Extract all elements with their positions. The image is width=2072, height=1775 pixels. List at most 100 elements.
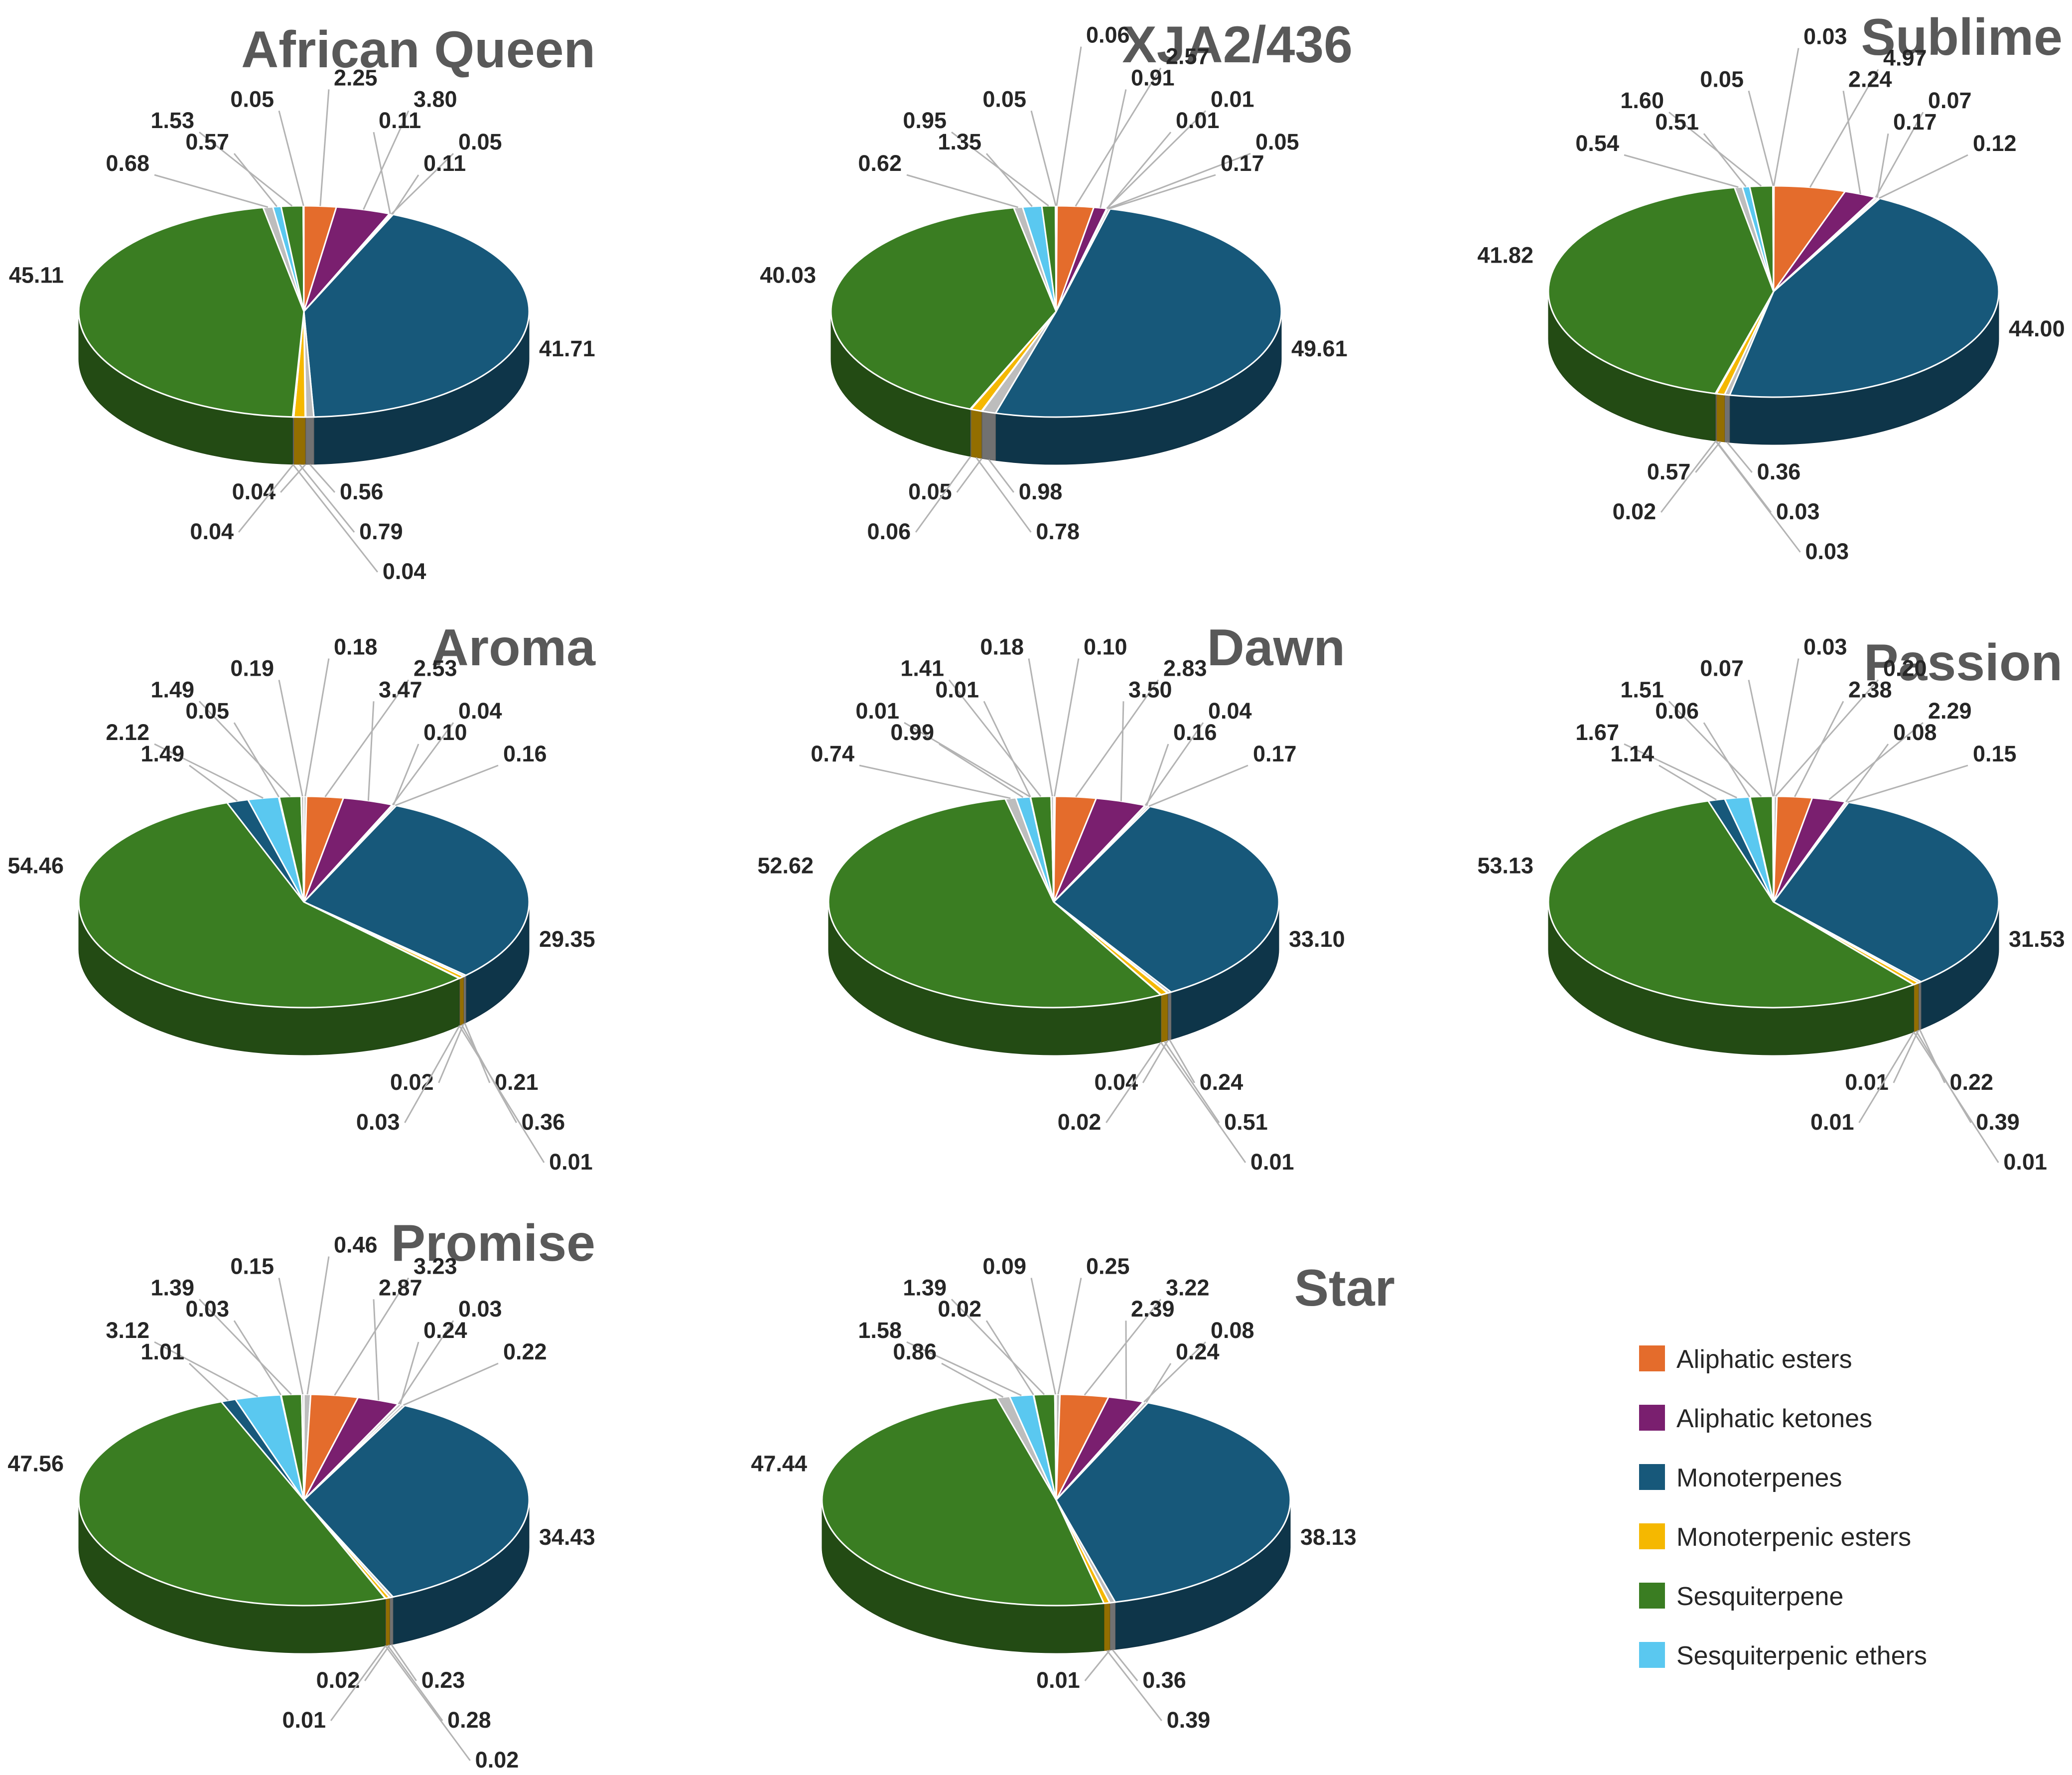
data-label-0: 0.46	[334, 1232, 378, 1258]
data-label-6: 0.36	[1142, 1667, 1186, 1693]
leader-line-11	[1715, 441, 1800, 552]
data-label-7: 0.24	[1200, 1069, 1243, 1095]
data-label-11: 0.01	[2003, 1149, 2047, 1175]
data-label-18: 0.18	[980, 634, 1024, 660]
leader-line-7	[392, 1644, 416, 1681]
leader-line-2	[374, 1299, 379, 1400]
legend-swatch-aliphatic-ketones	[1639, 1405, 1665, 1431]
leader-line-2	[1843, 91, 1860, 194]
data-label-15: 0.05	[230, 86, 274, 112]
data-label-10: 0.04	[383, 559, 426, 584]
legend-swatch-monoterpenes	[1639, 1464, 1665, 1490]
legend-label-monoterpenic-esters: Monoterpenic esters	[1676, 1523, 1911, 1552]
leader-line-15	[234, 1321, 281, 1395]
data-label-5: 41.71	[539, 336, 595, 361]
data-label-5: 0.12	[1973, 131, 2017, 156]
data-label-4: 0.24	[1176, 1339, 1220, 1364]
data-label-16: 0.05	[1700, 66, 1744, 92]
pie-aroma: Aroma29.3554.460.182.533.470.040.100.160…	[7, 619, 596, 1175]
data-label-7: 49.61	[1291, 336, 1348, 361]
data-label-9: 47.44	[751, 1451, 807, 1477]
data-label-10: 0.01	[282, 1707, 326, 1733]
data-label-6: 31.53	[2009, 926, 2065, 952]
data-label-13: 1.49	[140, 741, 184, 766]
legend-swatch-aliphatic-esters	[1639, 1345, 1665, 1371]
leader-line-4	[1846, 744, 1888, 802]
leader-line-13	[1624, 155, 1738, 187]
leader-line-10	[942, 1363, 1003, 1397]
data-label-12: 53.13	[1477, 853, 1533, 879]
leader-line-6	[1109, 175, 1216, 209]
pie-side-8	[1104, 1603, 1110, 1650]
pie-xja2-436: XJA2/43649.6140.030.062.570.910.010.010.…	[760, 16, 1353, 544]
data-label-0: 0.10	[1084, 634, 1127, 660]
data-label-0: 0.18	[334, 634, 378, 660]
leader-line-0	[1057, 47, 1081, 206]
data-label-13: 0.54	[1575, 131, 1619, 156]
pie-top	[829, 796, 1279, 1008]
pie-top	[79, 1394, 529, 1606]
data-label-14: 0.99	[890, 720, 934, 745]
pie-side-10	[971, 409, 981, 458]
data-label-9: 0.04	[190, 519, 234, 544]
leader-line-0	[1774, 48, 1798, 186]
leader-line-16	[1749, 91, 1773, 186]
data-label-2: 3.50	[1128, 677, 1172, 702]
leader-line-7	[280, 464, 305, 492]
pie-top	[79, 206, 529, 417]
leader-line-13	[907, 175, 1018, 207]
pie-promise: Promise34.4347.560.463.232.870.030.240.2…	[7, 1214, 595, 1773]
data-label-11: 0.02	[475, 1747, 519, 1773]
pie-side-6	[1110, 1602, 1115, 1650]
pie-dawn: Dawn33.1052.620.102.833.500.040.160.170.…	[757, 619, 1345, 1175]
data-label-2: 0.11	[379, 108, 421, 133]
data-label-6: 0.56	[340, 479, 384, 504]
data-label-15: 0.03	[185, 1296, 229, 1322]
pie-side-7	[390, 1597, 393, 1645]
data-label-8: 0.57	[1647, 459, 1691, 484]
data-label-13: 0.57	[185, 129, 229, 154]
data-label-12: 52.62	[757, 853, 814, 879]
leader-line-5	[1149, 765, 1248, 806]
data-label-6: 34.43	[539, 1524, 595, 1550]
leader-line-2	[1795, 701, 1843, 797]
data-label-15: 0.05	[185, 698, 229, 724]
leader-line-5	[1879, 155, 1968, 198]
leader-line-16	[1031, 111, 1056, 206]
data-label-8: 0.79	[359, 519, 403, 544]
pie-side-8	[1716, 394, 1724, 442]
data-label-9: 0.39	[1976, 1109, 2020, 1135]
pie-slice-other-15	[303, 206, 304, 311]
chart-title: Star	[1294, 1259, 1395, 1317]
data-label-5: 0.17	[1253, 741, 1297, 766]
data-label-2: 2.38	[1848, 677, 1892, 702]
leader-line-0	[1058, 1278, 1081, 1394]
data-label-17: 0.19	[230, 655, 274, 681]
data-label-7: 0.21	[495, 1069, 539, 1095]
pie-passion: Passion31.5353.130.030.202.382.290.080.1…	[1477, 634, 2065, 1175]
leader-line-5	[404, 1363, 498, 1405]
data-label-12: 40.03	[760, 263, 816, 288]
data-label-4: 0.16	[1173, 720, 1217, 745]
leader-line-13	[189, 1363, 228, 1400]
leader-line-6	[1112, 1650, 1137, 1681]
leader-line-17	[279, 680, 302, 796]
data-label-5: 0.16	[503, 741, 547, 766]
data-label-10: 0.02	[1058, 1109, 1102, 1135]
data-label-15: 0.06	[1655, 698, 1699, 724]
leader-line-6	[310, 464, 335, 492]
data-label-14: 0.09	[982, 1253, 1026, 1279]
data-label-2: 2.39	[1131, 1296, 1175, 1322]
data-label-6: 33.10	[1289, 926, 1345, 952]
leader-line-17	[1749, 680, 1773, 796]
data-label-14: 1.35	[938, 129, 981, 154]
pie-side-9	[1161, 993, 1168, 1042]
data-label-9: 0.51	[1224, 1109, 1268, 1135]
data-label-12: 47.56	[7, 1451, 64, 1477]
leader-line-14	[1031, 1278, 1056, 1394]
data-label-0: 2.25	[334, 65, 378, 90]
pie-top	[79, 796, 529, 1008]
data-label-7: 0.04	[232, 479, 276, 504]
